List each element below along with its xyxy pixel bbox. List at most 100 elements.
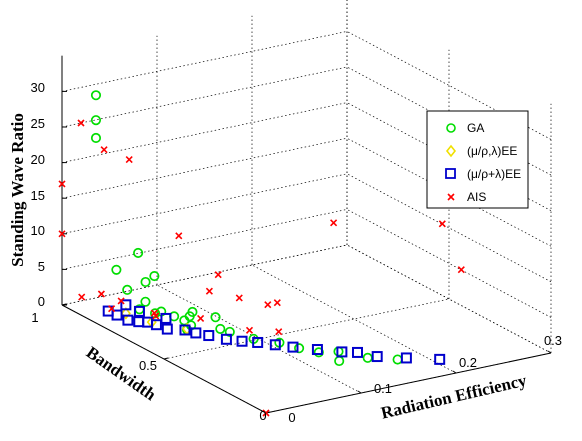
ee-plus-point [336,346,348,358]
wall-grid-line [346,173,552,283]
ee-plus-point [352,346,363,358]
ee-plus-point [371,351,383,363]
wall-grid-line [346,209,552,318]
y-tick-mark [61,303,67,306]
floor-grid-line [163,298,450,360]
y-tick-labels: 0 0.5 1 [31,310,266,423]
x-tick-label: 0.1 [374,381,392,396]
ee-plus-point [287,341,299,353]
legend-entry-ee-plus: (μ/ρ+λ)EE [445,167,521,181]
legend-marker-diamond [445,144,457,158]
ga-point [362,352,373,363]
ee-plus-point [311,344,323,356]
ga-point [90,90,102,101]
y-tick-label: 0 [259,408,266,423]
ga-point [111,264,122,275]
x-axis-title: Radiation Efficiency [379,371,529,423]
z-tick-label: 30 [31,80,45,95]
ais-point [108,305,116,313]
ais-point [125,155,133,164]
x-tick-mark [547,350,552,354]
ais-point [330,219,338,227]
ee-plus-point [133,305,145,317]
ee-plus-point [122,314,134,326]
ais-point [58,230,66,238]
wall-grid-line [346,31,552,140]
legend: GA (μ/ρ,λ)EE (μ/ρ+λ)EE AIS [426,110,529,209]
grid-layer [61,0,552,414]
ga-point [333,346,344,357]
ga-point [210,312,221,323]
ais-point [457,266,465,274]
ga-point [392,354,403,365]
y-tick-label: 0.5 [139,358,157,373]
ee-plus-point [269,339,281,351]
ga-point [90,115,102,126]
ee-plus-point [120,299,132,311]
wall-grid-line [346,244,552,354]
floor-grid-line [156,284,362,394]
y-tick-mark [163,357,169,360]
x-tick-label: 0 [288,410,295,425]
z-tick-label: 0 [38,294,45,309]
ee-plus-point [203,330,215,342]
ais-point [235,294,243,302]
ais-point [117,297,125,305]
wall-grid-line [61,66,348,128]
z-tick-labels: 0 5 10 15 20 25 30 [31,80,45,309]
ee-plus-point [150,319,162,331]
ais-point [58,180,66,188]
legend-entry-ee-comma: (μ/ρ,λ)EE [445,144,517,158]
ais-point [214,271,222,279]
wall-grid-line [61,102,348,163]
ais-point [197,314,205,322]
z-tick-label: 20 [31,152,45,167]
wall-grid-line [61,31,348,92]
ais-point [97,290,105,298]
ais-point [262,409,270,417]
ga-point [334,355,345,367]
wall-grid-line [61,173,348,235]
ee-plus-point [161,323,173,335]
legend-label: GA [467,121,484,135]
ais-point [205,287,213,295]
floor-grid-line [61,244,348,306]
ga-point [122,284,133,295]
ga-point [294,343,305,354]
ais-point [264,301,272,309]
x-tick-label: 0.3 [544,333,562,348]
x-tick-label: 0.2 [459,355,477,370]
ee-plus-point [236,335,248,347]
ais-point [273,299,281,307]
legend-label: AIS [467,190,486,204]
ais-point [245,326,254,334]
legend-marker-square [445,168,456,179]
wall-grid-line [346,102,552,211]
z-tick-label: 25 [31,116,45,131]
ee-plus-point [111,309,123,321]
ga-point [184,311,195,322]
ga-point [90,132,102,144]
ee-plus-point [190,327,202,339]
ga-point [149,270,160,282]
ga-point [140,296,151,307]
x-tick-mark [357,390,362,394]
ee-plus-point [220,333,232,345]
ais-point [78,293,86,301]
ee-plus-point [400,352,412,364]
ga-point [224,326,235,337]
wall-grid-line [61,209,348,270]
y-axis-title: Bandwidth [83,343,160,405]
legend-label: (μ/ρ+λ)EE [467,167,521,181]
ais-point [275,328,283,336]
legend-box [426,110,529,209]
ais-point [152,312,160,320]
ee-comma-point [120,307,131,320]
ee-plus-point [252,336,264,348]
z-tick-label: 10 [31,223,45,238]
z-tick-label: 15 [31,188,45,203]
ga-point [140,276,151,288]
ee-plus-point [434,353,446,365]
ga-point [313,347,324,358]
